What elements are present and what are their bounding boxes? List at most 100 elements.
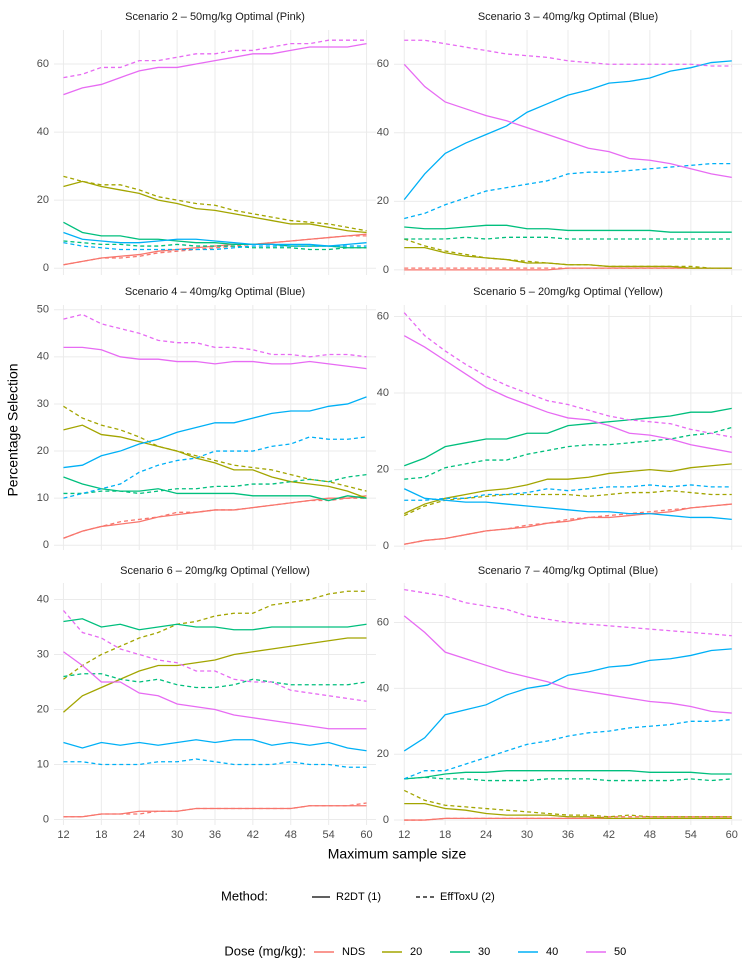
x-tick-label: 36 — [562, 829, 574, 841]
series-line — [63, 436, 367, 499]
x-tick-label: 42 — [247, 829, 259, 841]
series-line — [63, 590, 367, 680]
y-tick-label: 20 — [377, 195, 389, 207]
series-line — [404, 162, 732, 220]
y-tick-label: 40 — [37, 126, 49, 138]
series-line — [404, 426, 732, 480]
series-line — [63, 240, 367, 251]
x-tick-label: 48 — [644, 829, 656, 841]
y-tick-label: 60 — [377, 310, 389, 322]
y-tick-label: 20 — [37, 445, 49, 457]
series-line — [404, 770, 732, 780]
x-axis-label: Maximum sample size — [328, 846, 467, 862]
y-tick-label: 60 — [377, 58, 389, 70]
x-tick-label: 54 — [685, 829, 697, 841]
y-tick-label: 0 — [383, 264, 389, 276]
series-line — [404, 776, 732, 782]
x-tick-label: 12 — [398, 829, 410, 841]
x-tick-label: 12 — [57, 829, 69, 841]
y-tick-label: 0 — [383, 540, 389, 552]
series-line — [63, 42, 367, 96]
x-tick-label: 18 — [95, 829, 107, 841]
y-tick-label: 20 — [377, 748, 389, 760]
legend-label: EffToxU (2) — [440, 891, 495, 903]
x-tick-label: 24 — [480, 829, 492, 841]
y-tick-label: 40 — [37, 593, 49, 605]
x-tick-label: 24 — [133, 829, 145, 841]
series-line — [404, 238, 732, 269]
x-tick-label: 60 — [726, 829, 738, 841]
series-line — [63, 180, 367, 234]
x-tick-label: 30 — [171, 829, 183, 841]
panel-title: Scenario 2 – 50mg/kg Optimal (Pink) — [125, 11, 305, 23]
series-line — [403, 718, 732, 780]
series-line — [63, 758, 367, 768]
y-tick-label: 10 — [37, 492, 49, 504]
series-line — [63, 39, 367, 79]
series-line — [404, 407, 732, 467]
y-tick-label: 30 — [37, 398, 49, 410]
series-line — [63, 739, 367, 752]
series-line — [63, 175, 367, 232]
y-tick-label: 0 — [383, 814, 389, 826]
series-line — [403, 312, 732, 438]
series-line — [403, 615, 732, 714]
series-line — [62, 610, 367, 702]
series-line — [63, 424, 367, 499]
legend-label: NDS — [342, 946, 365, 958]
series-line — [63, 313, 367, 358]
x-tick-label: 42 — [603, 829, 615, 841]
y-tick-label: 20 — [37, 703, 49, 715]
y-tick-label: 50 — [37, 304, 49, 316]
series-line — [63, 473, 367, 495]
series-line — [404, 236, 732, 240]
panel-title: Scenario 7 – 40mg/kg Optimal (Blue) — [478, 565, 658, 577]
series-line — [403, 488, 732, 521]
y-tick-label: 40 — [377, 127, 389, 139]
series-line — [63, 396, 367, 469]
y-tick-label: 0 — [43, 262, 49, 274]
series-line — [403, 490, 732, 517]
series-line — [63, 476, 367, 502]
series-line — [63, 618, 367, 631]
series-line — [404, 802, 732, 820]
legend-label: 30 — [478, 946, 490, 958]
y-tick-label: 20 — [377, 464, 389, 476]
y-tick-label: 10 — [37, 758, 49, 770]
legend-title: Dose (mg/kg): — [224, 943, 306, 958]
series-line — [63, 673, 367, 689]
x-tick-label: 48 — [285, 829, 297, 841]
x-tick-label: 36 — [209, 829, 221, 841]
x-tick-label: 54 — [323, 829, 335, 841]
y-axis-label: Percentage Selection — [5, 363, 21, 496]
series-line — [403, 463, 732, 515]
x-tick-label: 30 — [521, 829, 533, 841]
panel-title: Scenario 5 – 20mg/kg Optimal (Yellow) — [473, 286, 663, 298]
series-line — [63, 405, 367, 492]
series-line — [404, 224, 732, 233]
x-tick-label: 18 — [439, 829, 451, 841]
y-tick-label: 0 — [43, 539, 49, 551]
series-line — [403, 335, 732, 454]
series-line — [63, 231, 367, 247]
y-tick-label: 60 — [377, 616, 389, 628]
series-line — [404, 588, 732, 637]
series-line — [404, 484, 732, 501]
y-tick-label: 40 — [37, 351, 49, 363]
series-line — [404, 39, 732, 67]
legend-label: 20 — [410, 946, 422, 958]
panel-title: Scenario 3 – 40mg/kg Optimal (Blue) — [478, 11, 658, 23]
y-tick-label: 40 — [377, 682, 389, 694]
series-line — [404, 503, 732, 545]
y-tick-label: 60 — [37, 58, 49, 70]
legend-label: 40 — [546, 946, 558, 958]
panel-title: Scenario 4 – 40mg/kg Optimal (Blue) — [125, 286, 305, 298]
y-tick-label: 20 — [37, 194, 49, 206]
x-tick-label: 60 — [360, 829, 372, 841]
panel-title: Scenario 6 – 20mg/kg Optimal (Yellow) — [120, 565, 310, 577]
series-line — [63, 242, 367, 251]
y-tick-label: 40 — [377, 387, 389, 399]
y-tick-label: 30 — [37, 648, 49, 660]
series-line — [63, 651, 367, 730]
